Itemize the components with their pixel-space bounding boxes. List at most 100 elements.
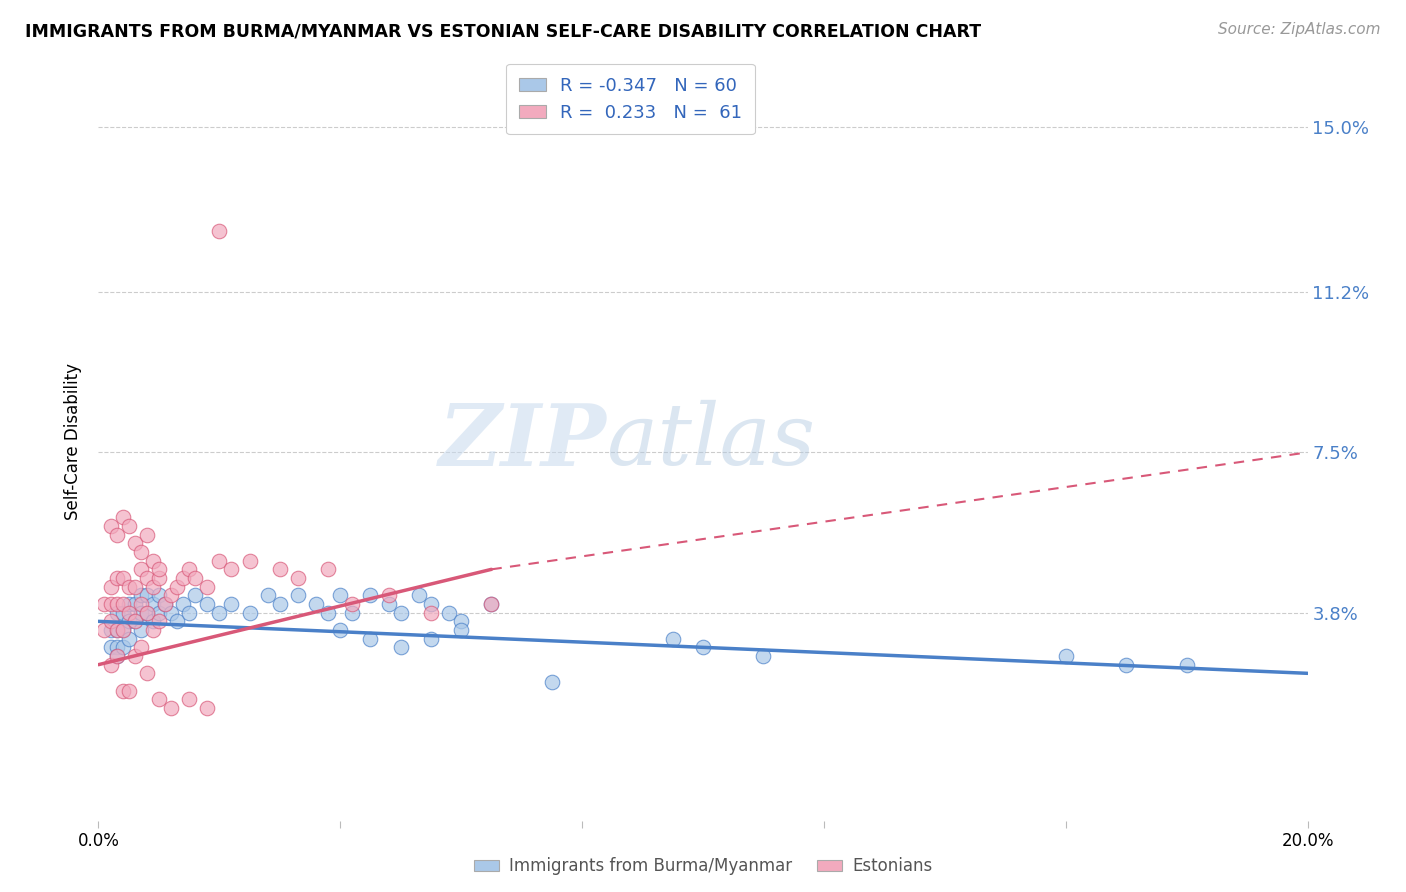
Point xyxy=(287,588,309,602)
Point xyxy=(148,615,170,629)
Point xyxy=(481,597,503,611)
Point xyxy=(118,632,141,646)
Point xyxy=(100,615,122,629)
Point xyxy=(342,597,364,611)
Text: Source: ZipAtlas.com: Source: ZipAtlas.com xyxy=(1218,22,1381,37)
Point xyxy=(172,597,194,611)
Point xyxy=(129,588,152,602)
Point xyxy=(360,632,382,646)
Point xyxy=(142,615,165,629)
Point xyxy=(420,606,443,620)
Point xyxy=(148,692,170,706)
Point xyxy=(316,562,339,576)
Point xyxy=(118,683,141,698)
Point xyxy=(100,580,122,594)
Point xyxy=(329,588,352,602)
Point xyxy=(129,597,152,611)
Point xyxy=(105,623,128,637)
Point xyxy=(105,648,128,663)
Point xyxy=(118,519,141,533)
Point xyxy=(148,562,170,576)
Point xyxy=(450,615,472,629)
Point xyxy=(118,580,141,594)
Point xyxy=(377,588,399,602)
Point xyxy=(316,606,339,620)
Point xyxy=(420,632,443,646)
Point xyxy=(179,562,201,576)
Point xyxy=(148,571,170,585)
Point xyxy=(437,606,460,620)
Point xyxy=(239,606,262,620)
Point xyxy=(1115,657,1137,672)
Point xyxy=(135,588,157,602)
Point xyxy=(100,657,122,672)
Point xyxy=(100,640,122,655)
Point xyxy=(692,640,714,655)
Point xyxy=(420,597,443,611)
Point xyxy=(208,554,231,568)
Point xyxy=(129,562,152,576)
Point xyxy=(142,597,165,611)
Point xyxy=(408,588,430,602)
Point xyxy=(148,606,170,620)
Point xyxy=(179,692,201,706)
Point xyxy=(195,580,218,594)
Point xyxy=(135,606,157,620)
Point xyxy=(1175,657,1198,672)
Point xyxy=(195,597,218,611)
Point xyxy=(481,597,503,611)
Point xyxy=(208,224,231,238)
Point xyxy=(184,588,207,602)
Point xyxy=(208,606,231,620)
Point xyxy=(129,623,152,637)
Legend: Immigrants from Burma/Myanmar, Estonians: Immigrants from Burma/Myanmar, Estonians xyxy=(465,849,941,884)
Point xyxy=(105,606,128,620)
Point xyxy=(360,588,382,602)
Text: atlas: atlas xyxy=(606,401,815,483)
Point xyxy=(111,597,134,611)
Point xyxy=(329,623,352,637)
Point xyxy=(221,597,243,611)
Point xyxy=(135,527,157,541)
Point xyxy=(111,623,134,637)
Point xyxy=(160,701,183,715)
Point xyxy=(342,606,364,620)
Point xyxy=(269,562,291,576)
Point xyxy=(118,606,141,620)
Point xyxy=(135,666,157,681)
Text: IMMIGRANTS FROM BURMA/MYANMAR VS ESTONIAN SELF-CARE DISABILITY CORRELATION CHART: IMMIGRANTS FROM BURMA/MYANMAR VS ESTONIA… xyxy=(25,22,981,40)
Point xyxy=(153,597,176,611)
Point xyxy=(166,615,188,629)
Point xyxy=(1054,648,1077,663)
Point xyxy=(100,519,122,533)
Point xyxy=(269,597,291,611)
Point xyxy=(540,675,562,690)
Point xyxy=(239,554,262,568)
Point xyxy=(93,623,115,637)
Point xyxy=(160,588,183,602)
Point xyxy=(124,648,146,663)
Point xyxy=(124,597,146,611)
Point xyxy=(129,606,152,620)
Point xyxy=(305,597,328,611)
Point xyxy=(105,623,128,637)
Point xyxy=(111,606,134,620)
Text: ZIP: ZIP xyxy=(439,400,606,483)
Legend: R = -0.347   N = 60, R =  0.233   N =  61: R = -0.347 N = 60, R = 0.233 N = 61 xyxy=(506,64,755,134)
Point xyxy=(287,571,309,585)
Point xyxy=(105,648,128,663)
Point xyxy=(105,597,128,611)
Point xyxy=(105,527,128,541)
Point xyxy=(256,588,278,602)
Point xyxy=(124,615,146,629)
Point xyxy=(129,640,152,655)
Point xyxy=(221,562,243,576)
Point xyxy=(129,545,152,559)
Point xyxy=(389,606,412,620)
Point xyxy=(389,640,412,655)
Point xyxy=(105,571,128,585)
Point xyxy=(135,606,157,620)
Point xyxy=(195,701,218,715)
Point xyxy=(124,615,146,629)
Y-axis label: Self-Care Disability: Self-Care Disability xyxy=(65,363,83,520)
